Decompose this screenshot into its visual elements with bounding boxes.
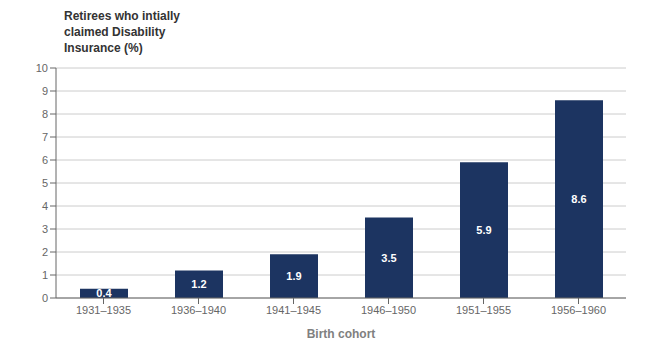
html-text:claimed Disability: claimed Disability bbox=[64, 25, 166, 39]
svg-text:8.6: 8.6 bbox=[571, 193, 586, 205]
svg-text:Birth cohort: Birth cohort bbox=[307, 327, 376, 341]
svg-text:5: 5 bbox=[42, 177, 48, 189]
svg-text:3.5: 3.5 bbox=[381, 252, 396, 264]
svg-text:1.2: 1.2 bbox=[191, 278, 206, 290]
svg-text:6: 6 bbox=[42, 154, 48, 166]
svg-text:1931–1935: 1931–1935 bbox=[76, 304, 131, 316]
svg-text:5.9: 5.9 bbox=[476, 224, 491, 236]
svg-text:1.9: 1.9 bbox=[286, 270, 301, 282]
svg-text:0.4: 0.4 bbox=[96, 287, 112, 299]
svg-text:1956–1960: 1956–1960 bbox=[551, 304, 606, 316]
svg-text:7: 7 bbox=[42, 131, 48, 143]
svg-text:9: 9 bbox=[42, 85, 48, 97]
svg-text:1951–1955: 1951–1955 bbox=[456, 304, 511, 316]
svg-text:10: 10 bbox=[36, 62, 48, 74]
svg-text:1941–1945: 1941–1945 bbox=[266, 304, 321, 316]
svg-text:1936–1940: 1936–1940 bbox=[171, 304, 226, 316]
svg-text:8: 8 bbox=[42, 108, 48, 120]
html-text:Insurance (%): Insurance (%) bbox=[64, 41, 143, 55]
svg-text:1: 1 bbox=[42, 269, 48, 281]
svg-text:2: 2 bbox=[42, 246, 48, 258]
html-text:Retirees who intially: Retirees who intially bbox=[64, 9, 180, 23]
svg-text:1946–1950: 1946–1950 bbox=[361, 304, 416, 316]
svg-text:4: 4 bbox=[42, 200, 48, 212]
svg-text:0: 0 bbox=[42, 292, 48, 304]
svg-text:3: 3 bbox=[42, 223, 48, 235]
